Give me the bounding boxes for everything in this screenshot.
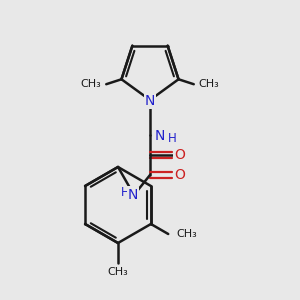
Text: H: H (121, 187, 130, 200)
Text: N: N (128, 188, 138, 202)
Text: N: N (155, 129, 165, 143)
Text: CH₃: CH₃ (108, 267, 128, 277)
Text: CH₃: CH₃ (176, 229, 197, 239)
Text: CH₃: CH₃ (80, 79, 101, 89)
Text: N: N (145, 94, 155, 108)
Text: H: H (168, 133, 177, 146)
Text: O: O (175, 148, 185, 162)
Text: O: O (175, 168, 185, 182)
Text: CH₃: CH₃ (199, 79, 220, 89)
